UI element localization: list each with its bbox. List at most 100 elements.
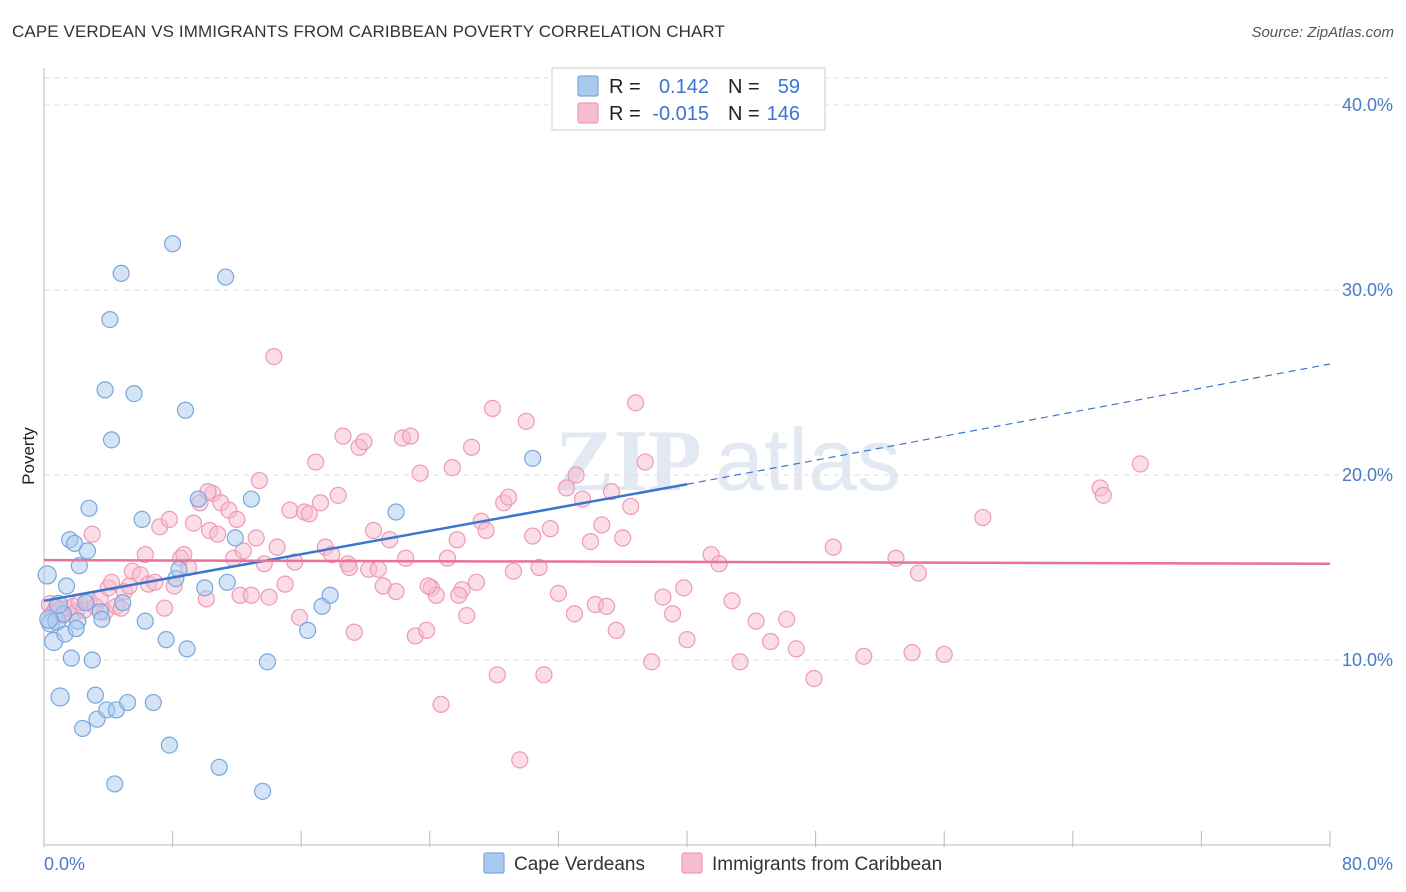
data-point xyxy=(106,775,124,793)
data-point xyxy=(663,605,682,623)
legend-n-value-1: 59 xyxy=(778,76,800,98)
data-point xyxy=(112,264,130,282)
data-point xyxy=(184,514,203,532)
data-point xyxy=(254,782,272,800)
data-point xyxy=(83,525,101,543)
legend-n-label-1: N = xyxy=(728,76,760,98)
data-point xyxy=(268,538,286,556)
data-point xyxy=(210,758,228,776)
gridlines xyxy=(44,77,1392,661)
data-point xyxy=(397,549,415,567)
data-point xyxy=(265,348,283,366)
data-point xyxy=(747,612,765,630)
data-point xyxy=(247,529,265,547)
data-point xyxy=(723,592,741,610)
data-point xyxy=(260,588,278,606)
data-point xyxy=(329,486,347,504)
watermark-atlas: atlas xyxy=(715,410,901,509)
data-point xyxy=(778,610,796,628)
data-point xyxy=(133,510,151,529)
axes xyxy=(43,68,1331,847)
data-point xyxy=(299,621,317,640)
data-point xyxy=(477,521,495,540)
data-point xyxy=(504,562,522,580)
data-point xyxy=(255,555,273,573)
data-point xyxy=(70,557,88,575)
data-point xyxy=(541,520,559,538)
data-point xyxy=(125,385,143,403)
data-point xyxy=(855,647,873,665)
data-point xyxy=(517,412,535,430)
data-point xyxy=(678,631,696,649)
data-point xyxy=(258,653,277,671)
data-point xyxy=(144,693,162,712)
data-point xyxy=(654,588,672,606)
legend-r-label-1: R = xyxy=(609,76,641,98)
data-point xyxy=(160,510,178,529)
data-point xyxy=(557,479,576,497)
data-point xyxy=(887,549,905,567)
data-point xyxy=(67,619,85,638)
data-point xyxy=(432,695,450,714)
data-point xyxy=(300,505,318,523)
legend-r-value-1: 0.142 xyxy=(659,76,709,98)
correlation-legend: R = 0.142 N = 59 R = -0.015 N = 146 xyxy=(551,67,826,131)
y-axis-label: Poverty xyxy=(19,427,38,485)
data-point xyxy=(417,621,436,640)
data-point xyxy=(419,577,437,595)
y-tick-label: 40.0% xyxy=(1342,95,1393,115)
data-point xyxy=(903,643,921,662)
data-point xyxy=(565,605,584,623)
data-point xyxy=(217,268,235,286)
series-legend-swatch-pink xyxy=(681,852,703,874)
data-point xyxy=(401,427,420,445)
y-tick-label: 20.0% xyxy=(1342,465,1393,485)
data-point xyxy=(909,564,928,582)
data-point xyxy=(290,608,309,627)
data-point xyxy=(96,381,114,399)
data-point xyxy=(1094,486,1112,504)
data-point xyxy=(530,558,548,577)
data-point xyxy=(411,464,429,482)
data-point xyxy=(209,525,227,543)
data-point xyxy=(73,719,92,738)
trendline-cape-verdeans xyxy=(43,483,688,603)
data-point xyxy=(364,521,383,540)
data-point xyxy=(614,529,632,547)
data-point xyxy=(37,565,57,585)
data-point xyxy=(524,527,542,545)
data-point xyxy=(535,666,553,684)
source-label: Source: ZipAtlas.com xyxy=(1251,24,1394,41)
data-point xyxy=(387,582,405,601)
data-point xyxy=(136,545,154,564)
data-point xyxy=(178,640,196,658)
data-point xyxy=(488,666,506,684)
data-point xyxy=(242,490,260,508)
data-point xyxy=(438,549,457,567)
cape-verdean-points xyxy=(37,235,542,800)
data-point xyxy=(549,584,568,603)
data-point xyxy=(83,651,101,669)
data-point xyxy=(218,573,236,591)
data-point xyxy=(176,401,195,419)
data-point xyxy=(102,573,121,591)
data-point xyxy=(228,510,246,529)
data-point xyxy=(567,466,585,484)
data-point xyxy=(234,542,252,560)
data-point xyxy=(974,508,992,527)
data-point xyxy=(622,497,640,516)
data-point xyxy=(450,586,468,604)
legend-swatch-blue xyxy=(577,75,599,97)
data-point xyxy=(80,499,98,517)
x-max-label: 80.0% xyxy=(1342,854,1393,874)
data-point xyxy=(155,599,174,617)
data-point xyxy=(334,427,352,445)
data-point xyxy=(462,438,481,456)
data-point xyxy=(311,494,330,512)
data-point xyxy=(593,516,611,534)
legend-n-value-2: 146 xyxy=(767,103,800,125)
data-point xyxy=(761,632,780,651)
data-point xyxy=(602,483,621,501)
data-point xyxy=(1131,455,1149,473)
